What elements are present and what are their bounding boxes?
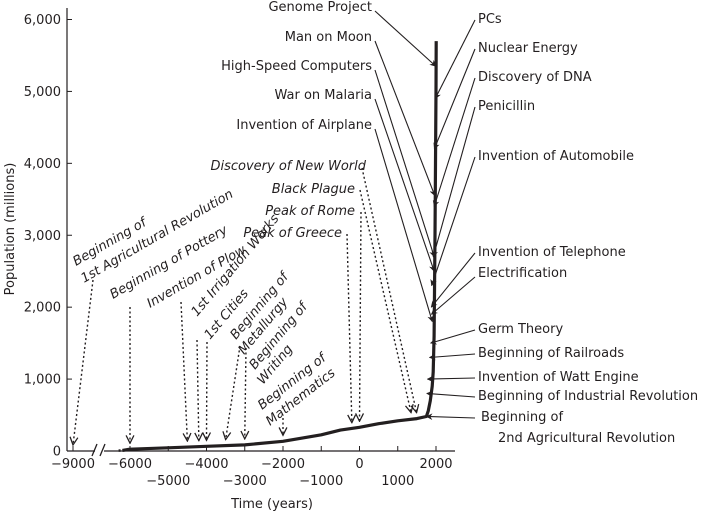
population-line (122, 41, 438, 452)
x-ticks: −9000 −6000 −5000 −4000 −3000 −2000 −1000 0 1000… (51, 446, 453, 489)
annotation-arrow (374, 69, 436, 258)
annotation-label: Nuclear Energy (478, 41, 578, 56)
x-tick-label: −1000 (299, 474, 343, 489)
annotation: Electrification (430, 266, 567, 315)
annotation-arrow (207, 341, 208, 440)
annotation-arrow (426, 375, 476, 383)
annotation-label: Beginning of Industrial Revolution (478, 389, 698, 404)
annotation-arrow (434, 19, 476, 100)
annotation-label: Invention of Airplane (236, 118, 372, 133)
annotation-arrow (425, 413, 476, 420)
annotation: Beginning of 2nd Agricultural Revolution (425, 410, 675, 446)
x-tick-label: −6000 (108, 457, 152, 472)
y-ticks: 0 1,000 2,000 3,000 4,000 5,000 6,000 (24, 13, 72, 460)
annotation-label: PCs (478, 12, 502, 27)
annotation-arrow (430, 276, 476, 315)
annotation: Peak of Greece (243, 226, 352, 423)
annotation-label: Germ Theory (478, 322, 563, 337)
x-tick-label: −4000 (185, 457, 229, 472)
annotation-arrow (361, 167, 417, 413)
annotation: Genome Project (268, 0, 437, 67)
annotation-label-line2: 2nd Agricultural Revolution (498, 431, 675, 446)
annotation-arrow (430, 156, 476, 287)
annotation-arrow (73, 279, 94, 445)
x-tick-label: −5000 (146, 474, 190, 489)
annotation: Invention of Watt Engine (426, 370, 639, 385)
annotation-arrow (374, 40, 436, 197)
annotation-arrow (180, 301, 187, 441)
x-tick-label: −9000 (51, 457, 95, 472)
x-tick-label: −3000 (223, 474, 267, 489)
annotation-arrow (346, 233, 352, 423)
annotation-label: War on Malaria (275, 88, 372, 103)
annotation-arrow (426, 390, 476, 398)
annotation-arrow (245, 347, 246, 439)
annotation-arrow (431, 106, 476, 258)
annotation: Discovery of DNA (432, 70, 592, 208)
annotation-arrow (374, 98, 436, 272)
annotation: Peak of Rome (265, 204, 361, 421)
y-tick-label: 1,000 (24, 373, 61, 388)
annotation-arrow (432, 77, 476, 208)
annotation-label: Invention of Watt Engine (478, 370, 639, 385)
annotation: Invention of Airplane (236, 118, 434, 323)
annotation-label: Beginning of Railroads (478, 346, 624, 361)
annotation: Invention of Telephone (430, 245, 626, 308)
x-tick-label: 1000 (381, 474, 414, 489)
y-tick-label: 4,000 (24, 157, 61, 172)
annotation-label: High-Speed Computers (221, 59, 372, 74)
x-tick-label: 0 (355, 457, 363, 472)
annotation: War on Malaria (275, 88, 436, 272)
series-group (118, 41, 438, 452)
y-tick-label: 6,000 (24, 13, 61, 28)
annotation-label: Beginning of (481, 410, 563, 425)
y-tick-label: 5,000 (24, 85, 61, 100)
y-tick-label: 3,000 (24, 229, 61, 244)
y-tick-label: 0 (53, 445, 61, 460)
annotation-arrow (428, 353, 476, 361)
annotation-label: Peak of Greece (243, 226, 342, 241)
annotation: Invention of Automobile (430, 149, 634, 287)
annotation: Germ Theory (430, 322, 563, 345)
annotation-arrow (430, 329, 476, 345)
annotation-label: Electrification (478, 266, 567, 281)
annotation-arrow (433, 48, 476, 150)
annotation-label: Man on Moon (285, 30, 372, 45)
annotation-label: Peak of Rome (265, 204, 355, 219)
axis-break-mark (91, 443, 98, 457)
annotation: Penicillin (431, 99, 535, 258)
annotation: High-Speed Computers (221, 59, 436, 258)
annotation-arrow (359, 189, 411, 413)
annotation: Beginning of Industrial Revolution (426, 389, 698, 404)
y-axis-label: Population (millions) (3, 163, 18, 296)
annotations: Genome Project Man on Moon High-Speed Comp… (71, 0, 698, 446)
annotation: Man on Moon (285, 30, 436, 197)
axis-break-mark (99, 443, 106, 457)
annotation-arrow (226, 345, 241, 440)
x-tick-label: 2000 (419, 457, 452, 472)
x-tick-label: −2000 (261, 457, 305, 472)
annotation-label: Discovery of DNA (478, 70, 592, 85)
annotation-label: Black Plague (272, 182, 355, 197)
annotation: Nuclear Energy (433, 41, 578, 150)
annotation-arrow (197, 339, 199, 441)
annotation-arrow (430, 252, 476, 308)
x-axis-label: Time (years) (230, 497, 313, 512)
annotation: PCs (434, 12, 502, 100)
annotation-label: Penicillin (478, 99, 535, 114)
annotation-arrow (360, 211, 362, 421)
annotation: Black Plague (272, 182, 411, 413)
annotation-arrow (374, 128, 434, 323)
annotation-label: Invention of Telephone (478, 245, 626, 260)
annotation: Beginning of Railroads (428, 346, 624, 361)
y-tick-label: 2,000 (24, 301, 61, 316)
annotation: Discovery of New World (210, 159, 416, 413)
annotation-label: Invention of Automobile (478, 149, 634, 164)
annotation-label: Genome Project (268, 0, 372, 15)
annotation-label: Discovery of New World (210, 159, 366, 174)
annotation-arrow (374, 10, 437, 67)
